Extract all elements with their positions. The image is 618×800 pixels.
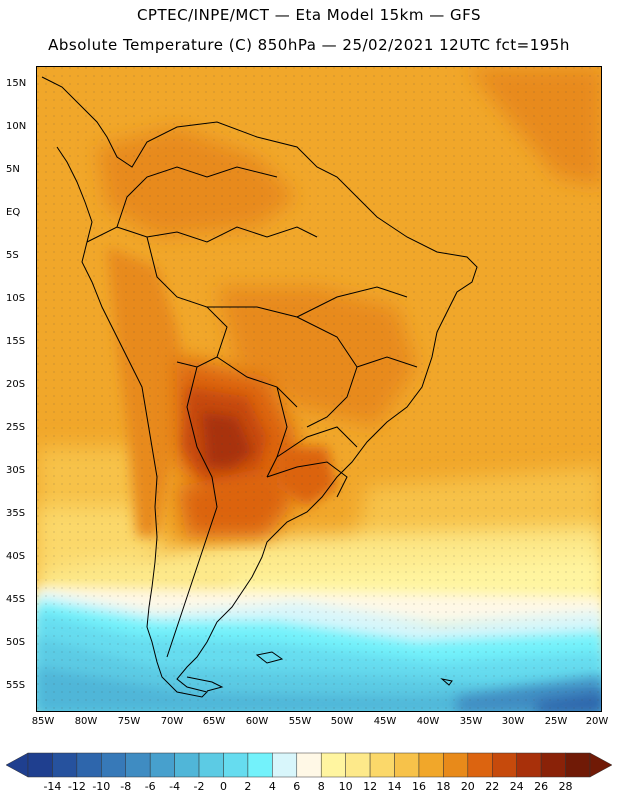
colorbar-swatch xyxy=(418,752,444,778)
colorbar-label: 18 xyxy=(436,780,451,793)
lat-label-30s: 30S xyxy=(6,465,26,476)
lon-label-75w: 75W xyxy=(117,716,141,727)
colorbar-label: 16 xyxy=(411,780,426,793)
colorbar-swatch xyxy=(296,752,322,778)
lat-label-55s: 55S xyxy=(6,680,26,691)
colorbar-label: 26 xyxy=(534,780,549,793)
lon-label-70w: 70W xyxy=(160,716,184,727)
colorbar-swatch xyxy=(443,752,469,778)
colorbar-label: -4 xyxy=(169,780,181,793)
lon-label-45w: 45W xyxy=(373,716,397,727)
lat-label-15n: 15N xyxy=(6,78,27,89)
colorbar-label: -10 xyxy=(92,780,111,793)
colorbar-label: -14 xyxy=(43,780,62,793)
colorbar-swatch xyxy=(492,752,517,778)
colorbar-swatch xyxy=(76,752,102,778)
colorbar-label: 8 xyxy=(317,780,325,793)
lat-label-50s: 50S xyxy=(6,637,26,648)
lon-label-25w: 25W xyxy=(544,716,568,727)
lon-label-20w: 20W xyxy=(585,716,609,727)
lat-label-20s: 20S xyxy=(6,379,26,390)
colorbar-swatch xyxy=(174,752,200,778)
colorbar-swatch xyxy=(345,752,371,778)
colorbar-swatch xyxy=(320,752,346,778)
colorbar xyxy=(6,752,612,778)
colorbar-label: -2 xyxy=(193,780,205,793)
colorbar-arrow-left xyxy=(6,752,29,778)
colorbar-swatch xyxy=(565,752,591,778)
lon-label-40w: 40W xyxy=(416,716,440,727)
colorbar-label: 24 xyxy=(509,780,524,793)
colorbar-swatch xyxy=(101,752,126,778)
lat-label-10n: 10N xyxy=(6,121,27,132)
temperature-field xyxy=(37,67,601,711)
coastline xyxy=(41,76,478,698)
lat-label-5s: 5S xyxy=(6,250,19,261)
colorbar-label: 6 xyxy=(293,780,301,793)
lon-label-35w: 35W xyxy=(459,716,483,727)
colorbar-label: 14 xyxy=(387,780,402,793)
lon-label-65w: 65W xyxy=(202,716,226,727)
colorbar-swatch xyxy=(27,752,53,778)
lon-label-80w: 80W xyxy=(74,716,98,727)
colorbar-swatch xyxy=(52,752,78,778)
lat-label-25s: 25S xyxy=(6,422,26,433)
colorbar-swatch xyxy=(247,752,273,778)
colorbar-label: 4 xyxy=(268,780,276,793)
colorbar-swatch xyxy=(369,752,395,778)
colorbar-swatch xyxy=(394,752,420,778)
lon-label-55w: 55W xyxy=(288,716,312,727)
colorbar-swatch xyxy=(272,752,298,778)
colorbar-label: 10 xyxy=(338,780,353,793)
lat-label-15s: 15S xyxy=(6,336,26,347)
grid-overlay xyxy=(37,67,601,711)
lon-label-30w: 30W xyxy=(501,716,525,727)
lon-label-85w: 85W xyxy=(31,716,55,727)
lon-label-50w: 50W xyxy=(330,716,354,727)
colorbar-swatch xyxy=(223,752,249,778)
colorbar-label: -12 xyxy=(67,780,86,793)
lat-label-eq: EQ xyxy=(6,207,21,218)
lat-label-5n: 5N xyxy=(6,164,20,175)
lat-label-35s: 35S xyxy=(6,508,26,519)
colorbar-arrow-right xyxy=(589,752,612,778)
lat-label-40s: 40S xyxy=(6,551,26,562)
colorbar-swatch xyxy=(516,752,542,778)
colorbar-label: 20 xyxy=(460,780,475,793)
colorbar-swatch xyxy=(467,752,493,778)
map-title-line2: Absolute Temperature (C) 850hPa — 25/02/… xyxy=(48,36,570,54)
lon-label-60w: 60W xyxy=(245,716,269,727)
colorbar-swatch xyxy=(149,752,175,778)
lat-label-10s: 10S xyxy=(6,293,26,304)
colorbar-swatch xyxy=(540,752,566,778)
colorbar-label: -8 xyxy=(120,780,132,793)
lat-label-45s: 45S xyxy=(6,594,26,605)
colorbar-label: 2 xyxy=(244,780,252,793)
colorbar-label: 0 xyxy=(219,780,227,793)
colorbar-label: 12 xyxy=(363,780,378,793)
map-title-line1: CPTEC/INPE/MCT — Eta Model 15km — GFS xyxy=(136,6,482,24)
colorbar-swatch xyxy=(125,752,151,778)
colorbar-swatch xyxy=(198,752,224,778)
colorbar-label: -6 xyxy=(144,780,156,793)
colorbar-label: 28 xyxy=(558,780,573,793)
colorbar-label: 22 xyxy=(485,780,500,793)
temperature-map xyxy=(36,66,602,712)
